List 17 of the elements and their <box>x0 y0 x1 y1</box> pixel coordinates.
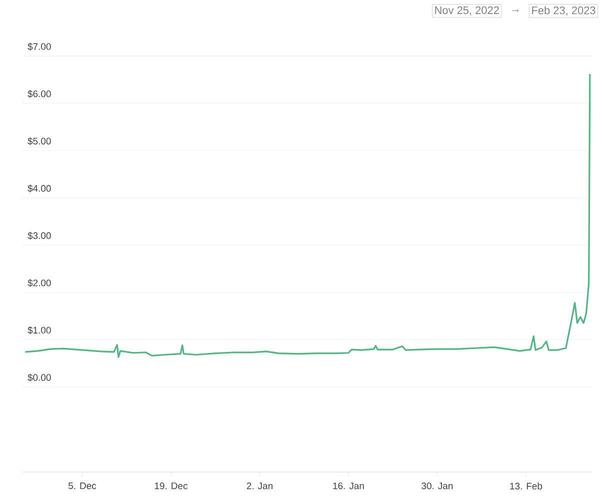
y-tick-label: $0.00 <box>28 374 51 382</box>
text: Feb 23, 2023 <box>532 6 596 16</box>
x-tick-label: 13. Feb <box>510 482 542 490</box>
y-tick-label: $1.00 <box>28 326 51 334</box>
x-tick-label: 2. Jan <box>246 482 272 490</box>
y-tick-label: $6.00 <box>28 90 51 98</box>
x-tick-label: 30. Jan <box>422 482 453 490</box>
x-tick-label: 19. Dec <box>154 482 188 490</box>
y-tick-label: $3.00 <box>28 232 51 240</box>
x-tick-label: 5. Dec <box>68 482 96 490</box>
text: → <box>512 9 519 12</box>
y-tick-label: $7.00 <box>28 42 51 50</box>
y-tick-label: $2.00 <box>28 279 51 287</box>
x-tick-label: 16. Jan <box>333 482 364 490</box>
y-tick-label: $5.00 <box>28 137 51 146</box>
text: Nov 25, 2022 <box>435 6 499 16</box>
y-tick-label: $4.00 <box>28 184 51 192</box>
